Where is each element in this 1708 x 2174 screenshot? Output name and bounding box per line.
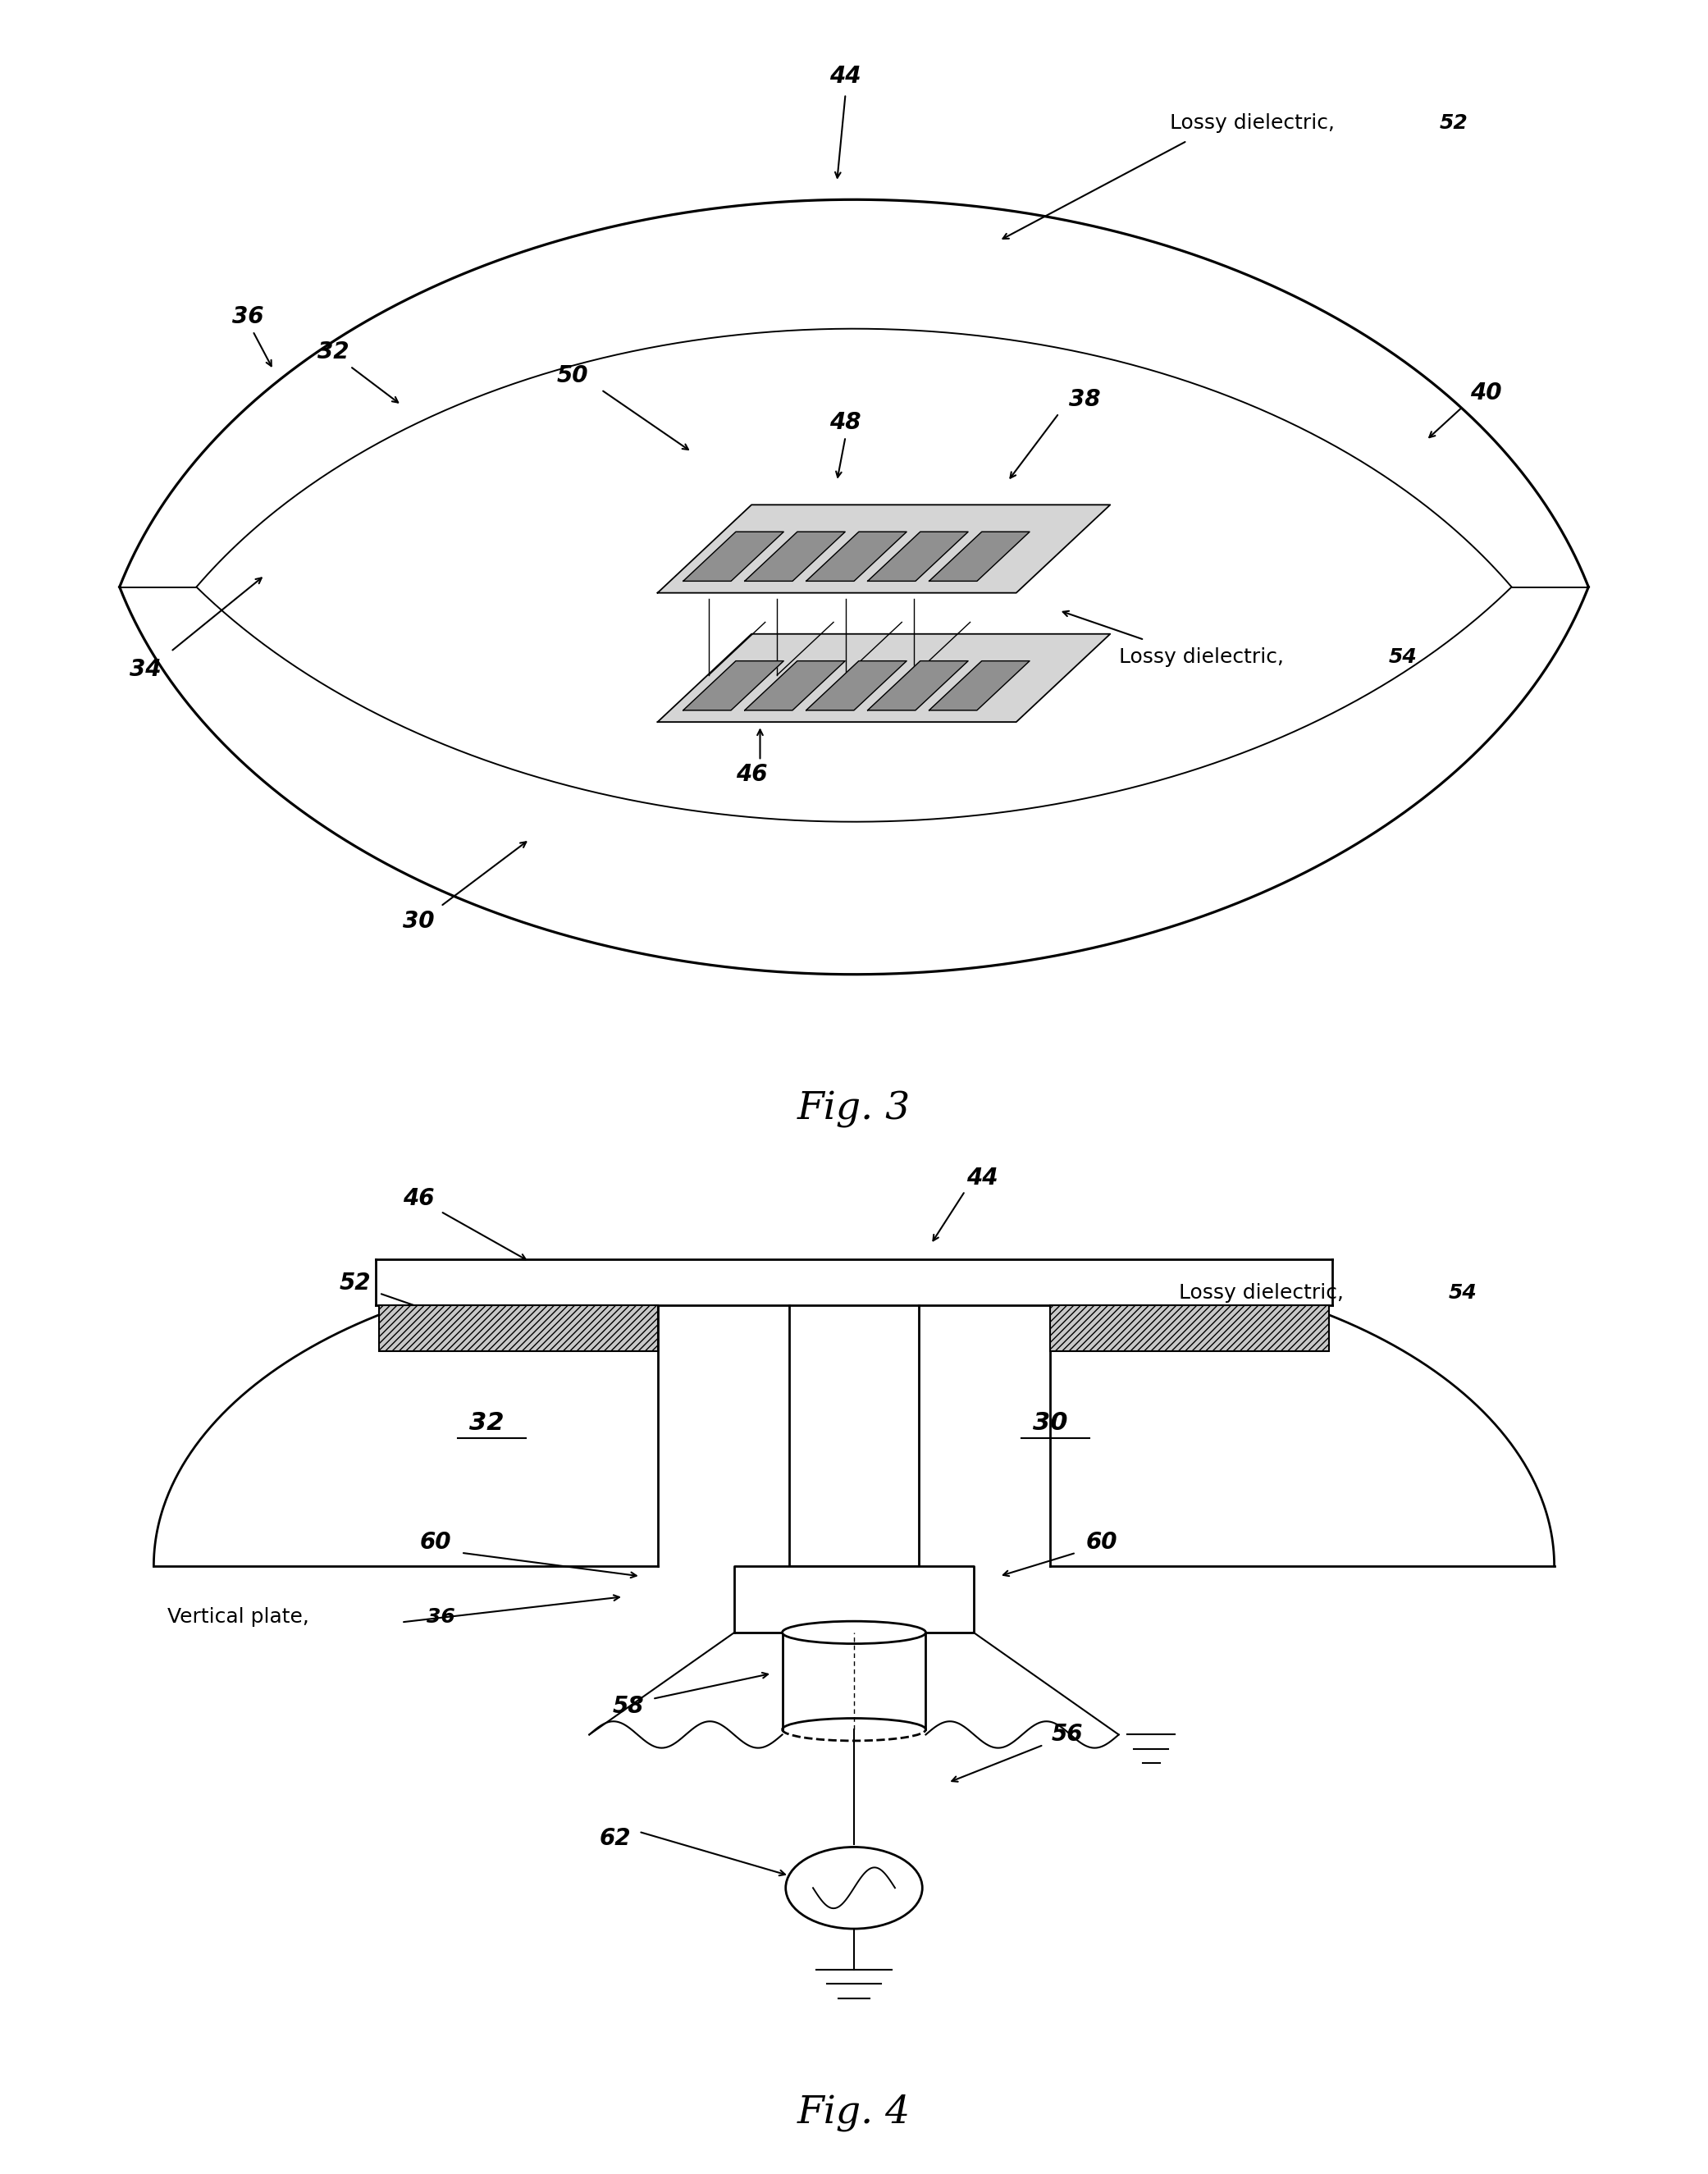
Text: 34: 34 [130, 659, 161, 680]
Polygon shape [683, 661, 784, 711]
Bar [1050, 1304, 1329, 1352]
Polygon shape [789, 1304, 919, 1565]
Polygon shape [745, 533, 845, 580]
Polygon shape [868, 661, 968, 711]
Text: 36: 36 [427, 1607, 456, 1626]
Polygon shape [868, 533, 968, 580]
Polygon shape [806, 661, 907, 711]
Polygon shape [734, 1565, 974, 1633]
Polygon shape [806, 533, 907, 580]
Text: 60: 60 [420, 1530, 451, 1554]
Bar [379, 1304, 658, 1352]
Text: 48: 48 [830, 411, 861, 435]
Text: Lossy dielectric,: Lossy dielectric, [1119, 648, 1290, 667]
Text: 46: 46 [736, 763, 767, 787]
Text: Fig. 3: Fig. 3 [798, 1091, 910, 1128]
Text: 46: 46 [403, 1187, 434, 1209]
Polygon shape [683, 533, 784, 580]
Text: 60: 60 [1086, 1530, 1117, 1554]
Text: 54: 54 [1448, 1283, 1477, 1302]
Text: 58: 58 [613, 1694, 644, 1717]
Text: 56: 56 [1052, 1724, 1083, 1746]
Text: 62: 62 [600, 1828, 630, 1850]
Polygon shape [929, 533, 1030, 580]
Text: 30: 30 [403, 911, 434, 933]
Text: 30: 30 [1033, 1411, 1068, 1435]
Text: 40: 40 [1471, 383, 1501, 404]
Text: 52: 52 [1440, 113, 1469, 133]
Polygon shape [929, 661, 1030, 711]
Polygon shape [782, 1633, 926, 1731]
Polygon shape [658, 635, 1110, 722]
Text: Lossy dielectric,: Lossy dielectric, [1170, 113, 1341, 133]
Text: 54: 54 [1389, 648, 1418, 667]
Text: 36: 36 [232, 307, 263, 328]
Circle shape [786, 1848, 922, 1928]
Text: Lossy dielectric,: Lossy dielectric, [1179, 1283, 1349, 1302]
Polygon shape [376, 1259, 1332, 1304]
Text: Vertical plate,: Vertical plate, [167, 1607, 316, 1626]
Text: Fig. 4: Fig. 4 [798, 2094, 910, 2131]
Text: 32: 32 [470, 1411, 504, 1435]
Text: 52: 52 [340, 1272, 371, 1294]
Text: 44: 44 [967, 1165, 997, 1189]
Text: 32: 32 [318, 341, 348, 363]
Text: 44: 44 [830, 65, 861, 87]
Text: 38: 38 [1069, 387, 1100, 411]
Text: 50: 50 [557, 365, 588, 387]
Polygon shape [658, 504, 1110, 594]
Ellipse shape [782, 1622, 926, 1644]
Polygon shape [745, 661, 845, 711]
